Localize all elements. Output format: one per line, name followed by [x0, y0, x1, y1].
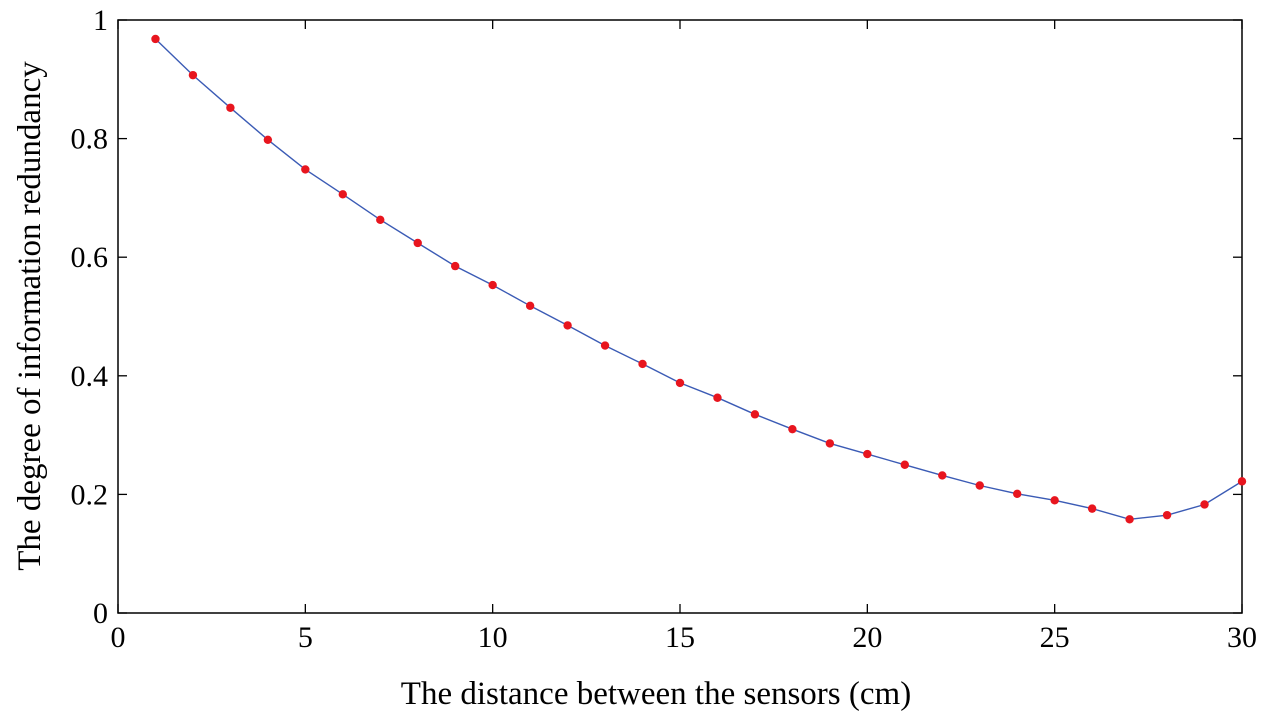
y-tick-labels: 0 0.2 0.4 0.6 0.8 1 [71, 4, 109, 630]
data-point [188, 70, 198, 80]
data-point [1162, 510, 1172, 520]
data-point [600, 341, 610, 350]
data-point [376, 215, 385, 225]
x-tick-label: 25 [1040, 621, 1070, 654]
data-point [151, 34, 160, 44]
y-tick-label: 0 [93, 597, 108, 630]
data-point [1013, 489, 1022, 499]
data-point [226, 103, 235, 112]
y-tick-label: 0.6 [71, 241, 109, 274]
data-point [938, 471, 947, 480]
x-tick-label: 5 [298, 621, 313, 654]
data-point [675, 378, 685, 388]
x-tick-labels: 0 5 10 15 20 25 30 [111, 621, 1258, 654]
data-series [151, 34, 1247, 524]
data-point [975, 481, 984, 490]
data-point [1050, 496, 1059, 505]
x-tick-label: 30 [1227, 621, 1257, 654]
x-tick-label: 0 [111, 621, 126, 654]
data-point [563, 321, 572, 330]
data-point [788, 424, 797, 434]
data-point [301, 165, 310, 174]
data-point [638, 359, 647, 369]
y-tick-label: 0.8 [71, 123, 109, 156]
data-point [1200, 500, 1209, 509]
series-line [155, 38, 1243, 521]
plot-area-frame [117, 19, 1243, 614]
data-point [525, 301, 535, 311]
data-point [263, 135, 273, 144]
data-point [1125, 515, 1134, 524]
data-point [338, 190, 347, 199]
y-tick-label: 1 [93, 4, 108, 37]
data-point [1237, 477, 1247, 486]
data-point [488, 280, 497, 290]
y-tick-label: 0.4 [71, 360, 109, 393]
data-point [750, 410, 760, 419]
axis-ticks [117, 19, 1243, 614]
data-point [451, 261, 460, 271]
data-point [413, 238, 422, 248]
x-tick-label: 10 [478, 621, 508, 654]
data-point [900, 460, 909, 469]
x-tick-label: 20 [852, 621, 882, 654]
y-tick-label: 0.2 [71, 478, 109, 511]
data-point [825, 439, 835, 448]
x-axis-title: The distance between the sensors (cm) [401, 676, 911, 712]
x-tick-label: 15 [665, 621, 695, 654]
data-point [713, 393, 722, 402]
y-axis-title: The degree of information redundancy [12, 61, 48, 571]
data-point [863, 449, 872, 459]
data-point [1087, 504, 1097, 513]
